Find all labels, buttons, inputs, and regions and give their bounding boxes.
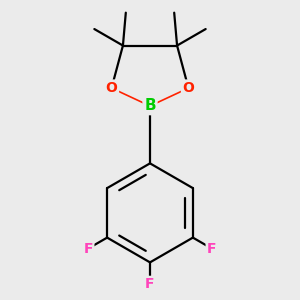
Text: B: B [144,98,156,113]
Text: O: O [106,81,118,95]
Text: F: F [207,242,217,256]
Text: F: F [83,242,93,256]
Text: O: O [182,81,194,95]
Text: F: F [145,278,155,291]
